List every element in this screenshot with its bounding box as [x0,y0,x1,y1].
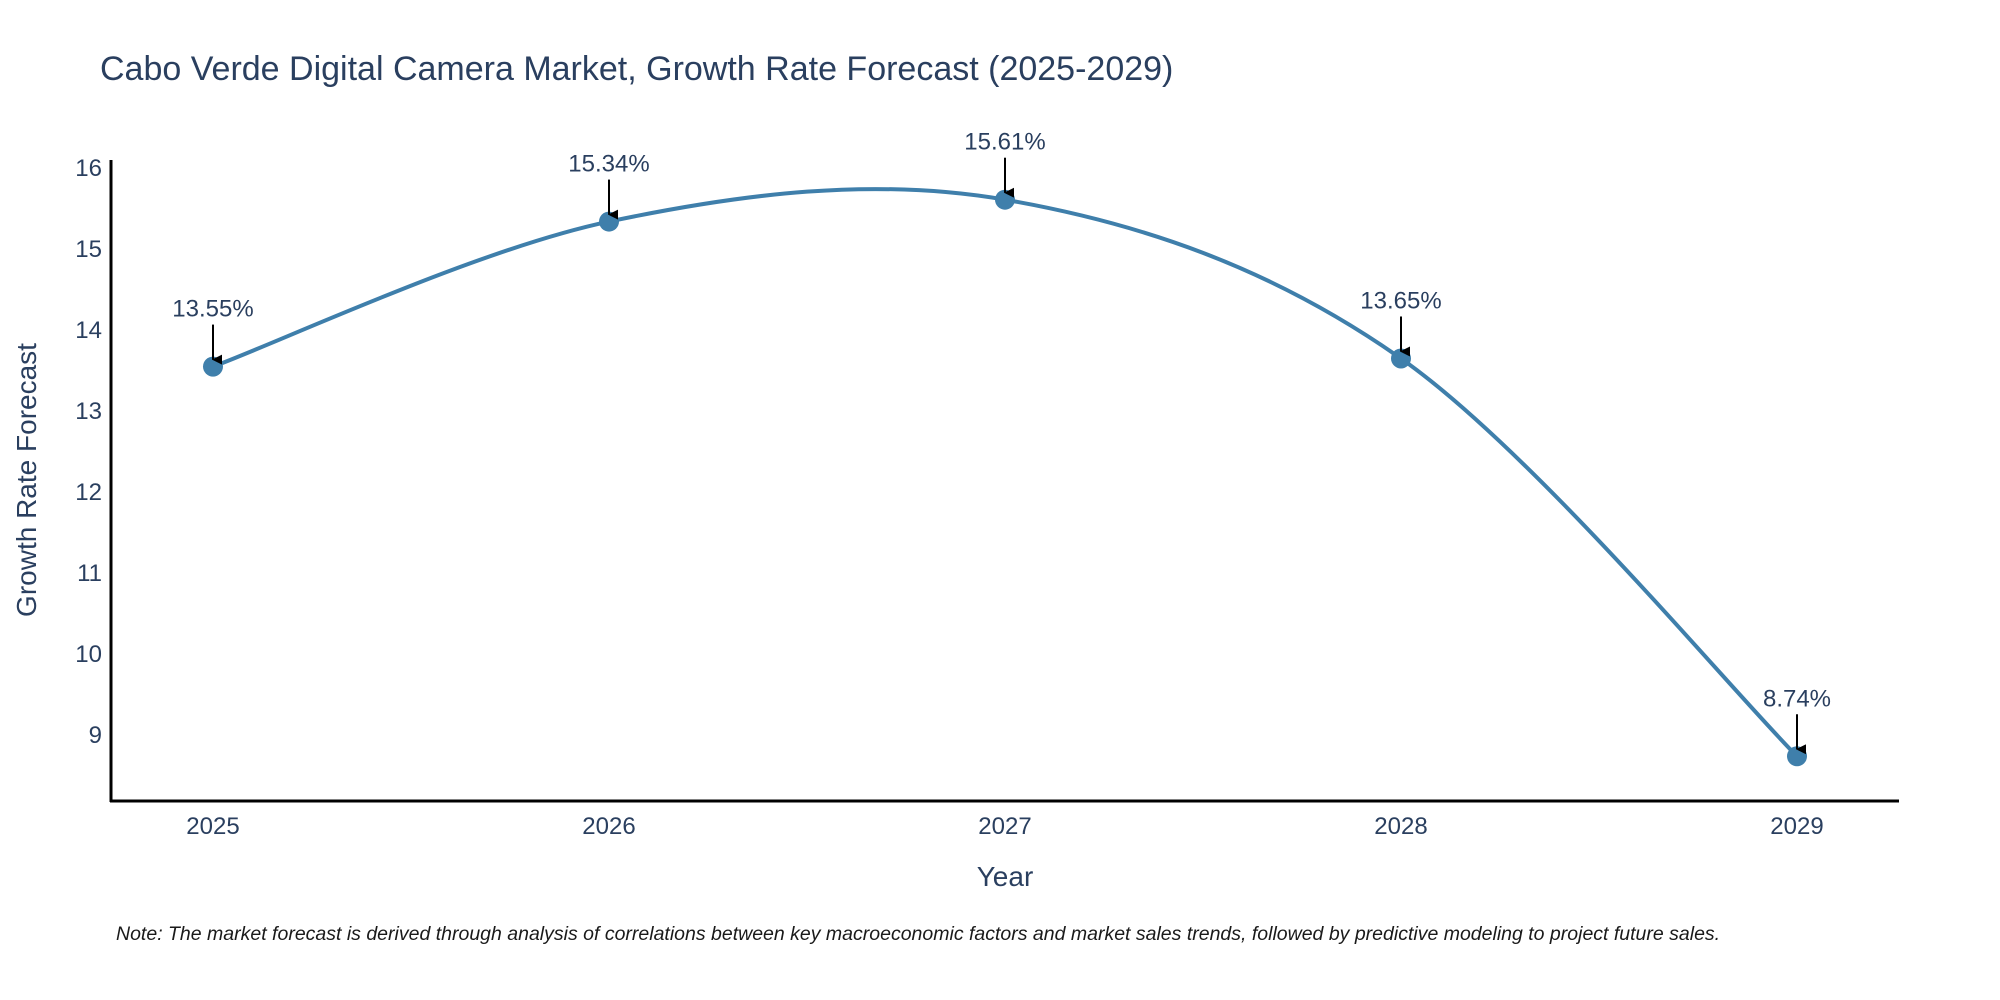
data-label: 15.34% [568,151,649,178]
x-tick-label: 2028 [1374,813,1427,840]
x-axis-ticks: 2025 2026 2027 2028 2029 [186,813,1823,840]
x-tick-label: 2025 [186,813,239,840]
data-label: 13.65% [1360,287,1441,314]
x-tick-label: 2026 [582,813,635,840]
x-axis-title: Year [977,861,1034,892]
data-label: 8.74% [1763,685,1831,712]
series-line [212,187,1799,758]
y-tick-label: 14 [75,317,102,344]
y-tick-label: 9 [89,722,102,749]
y-axis-title: Growth Rate Forecast [11,343,42,617]
y-tick-label: 11 [77,560,102,587]
data-points [203,189,1807,767]
data-label: 15.61% [964,129,1045,156]
data-label: 13.55% [172,296,253,323]
y-tick-label: 10 [75,641,102,668]
forecast-note: Note: The market forecast is derived thr… [116,923,1720,945]
x-tick-label: 2029 [1770,813,1823,840]
y-tick-label: 16 [75,155,102,182]
y-tick-label: 12 [75,479,102,506]
y-axis-ticks: 9 10 11 12 13 14 15 16 [75,155,102,749]
y-tick-label: 15 [75,236,102,263]
data-annotations: 13.55% 15.34% 15.61% 13.65% 8.74% [172,129,1831,755]
y-tick-label: 13 [75,398,102,425]
chart-title: Cabo Verde Digital Camera Market, Growth… [100,50,1173,88]
x-tick-label: 2027 [978,813,1031,840]
